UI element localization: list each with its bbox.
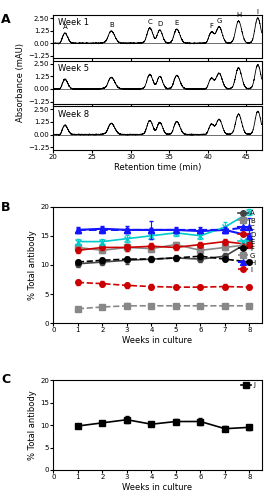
Y-axis label: Absorbance (mAU): Absorbance (mAU) <box>16 43 25 122</box>
X-axis label: Retention time (min): Retention time (min) <box>114 162 201 172</box>
Text: D: D <box>157 21 162 27</box>
Y-axis label: % Total antibody: % Total antibody <box>29 390 37 460</box>
X-axis label: Weeks in culture: Weeks in culture <box>123 336 193 345</box>
Legend: J: J <box>238 379 258 390</box>
Text: A: A <box>1 13 11 26</box>
Text: Week 1: Week 1 <box>58 18 89 28</box>
Text: F: F <box>210 23 214 29</box>
Y-axis label: % Total antibody: % Total antibody <box>29 230 37 300</box>
Text: H: H <box>236 12 241 18</box>
Text: I: I <box>257 9 259 15</box>
Text: B: B <box>109 22 114 28</box>
Text: B: B <box>1 200 11 213</box>
Text: G: G <box>217 18 222 24</box>
X-axis label: Weeks in culture: Weeks in culture <box>123 483 193 492</box>
Text: Week 5: Week 5 <box>58 64 89 73</box>
Text: C: C <box>147 19 152 25</box>
Legend: A, B, C, D, E, F, G, H, I: A, B, C, D, E, F, G, H, I <box>235 208 258 276</box>
Text: C: C <box>1 373 10 386</box>
Text: A: A <box>62 24 67 30</box>
Text: Week 8: Week 8 <box>58 110 89 118</box>
Text: E: E <box>175 20 179 26</box>
